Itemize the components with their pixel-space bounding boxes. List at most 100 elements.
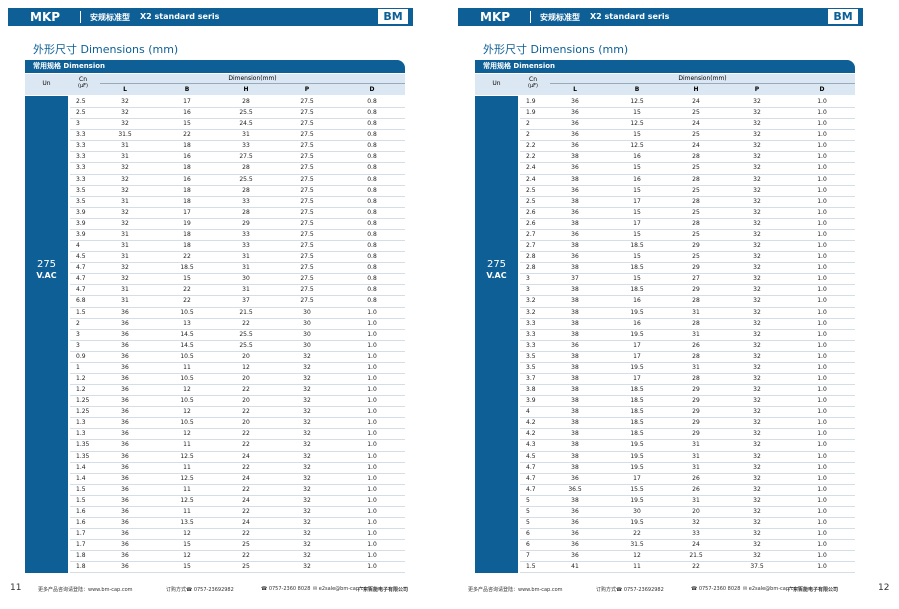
row-line <box>520 428 855 430</box>
cell: 19.5 <box>630 519 644 527</box>
row-line <box>70 228 405 230</box>
cell: 1.0 <box>817 519 827 527</box>
section-title: 常用规格 Dimension <box>33 62 106 70</box>
cell: 31.5 <box>630 541 644 549</box>
cell: 36 <box>121 519 129 527</box>
row-line <box>520 572 855 574</box>
footer-order: 订购方式☎ 0757-23692982 <box>166 587 234 593</box>
cell: 1 <box>76 363 80 371</box>
row-line <box>520 328 855 330</box>
cell: 32 <box>303 530 311 538</box>
cell: 11 <box>183 463 191 471</box>
row-line <box>520 461 855 463</box>
cell: 33 <box>242 142 250 150</box>
cell: 17 <box>633 197 641 205</box>
cell: 22 <box>183 297 191 305</box>
cell: 6 <box>526 530 530 538</box>
row-line <box>70 472 405 474</box>
cell: 26 <box>692 485 700 493</box>
cell: 25 <box>692 230 700 238</box>
cell: 32 <box>121 264 129 272</box>
cell: 1.7 <box>76 530 86 538</box>
column-header: H <box>693 86 699 93</box>
cell: 32 <box>753 441 761 449</box>
cell: 17 <box>183 98 191 105</box>
cell: 27.5 <box>300 286 314 294</box>
cell: 18 <box>183 142 191 150</box>
cell: 32 <box>303 463 311 471</box>
cell: 36 <box>571 142 579 150</box>
cell: 31 <box>692 308 700 316</box>
cell: 36 <box>121 397 129 405</box>
cell: 31 <box>121 153 129 161</box>
cell: 38 <box>571 175 579 183</box>
series: 安规标准型 <box>540 13 580 22</box>
cell: 4.2 <box>526 419 536 427</box>
cell: 6 <box>526 541 530 549</box>
cell: 3.9 <box>76 230 86 238</box>
cell: 32 <box>121 175 129 183</box>
cell: 1.0 <box>367 563 377 571</box>
cn-unit: (μF) <box>78 83 88 89</box>
cell: 32 <box>121 98 129 105</box>
cell: 0.8 <box>367 208 377 216</box>
column-header: B <box>184 86 190 93</box>
section-title: 常用规格 Dimension <box>483 62 556 70</box>
un-value: 275 <box>486 259 507 270</box>
cell: 32 <box>121 109 129 117</box>
cell: 4.2 <box>526 430 536 438</box>
cell: 32 <box>303 363 311 371</box>
cell: 15 <box>633 164 641 172</box>
cell: 11 <box>183 485 191 493</box>
row-line <box>70 505 405 507</box>
cell: 17 <box>633 219 641 227</box>
cell: 36 <box>571 98 579 105</box>
cell: 31 <box>121 286 129 294</box>
cell: 18.5 <box>630 419 644 427</box>
cell: 1.0 <box>817 242 827 250</box>
cell: 15 <box>633 109 641 117</box>
cell: 1.0 <box>817 253 827 261</box>
divider <box>80 11 81 23</box>
cell: 25 <box>692 131 700 139</box>
row-line <box>70 306 405 308</box>
cell: 33 <box>242 197 250 205</box>
footer-company: 广东百能电子有限公司 <box>358 587 409 593</box>
cell: 2.8 <box>526 253 536 261</box>
cell: 3 <box>76 341 80 349</box>
cell: 2.2 <box>526 153 536 161</box>
row-line <box>520 373 855 374</box>
brand: MKP <box>30 10 61 24</box>
cell: 18 <box>183 197 191 205</box>
cell: 28 <box>242 98 250 105</box>
cell: 0.8 <box>367 297 377 305</box>
cell: 32 <box>753 131 761 139</box>
cell: 32 <box>753 507 761 515</box>
header-bar <box>458 8 863 26</box>
cell: 1.0 <box>367 330 377 338</box>
cell: 38 <box>571 375 579 382</box>
cell: 32 <box>753 242 761 250</box>
cell: 25.5 <box>239 330 253 338</box>
cell: 32 <box>753 308 761 316</box>
cn-header: Cn <box>529 76 537 83</box>
cell: 38 <box>571 197 579 205</box>
cell: 17 <box>633 474 641 482</box>
cell: 0.8 <box>367 109 377 117</box>
cell: 24 <box>692 142 700 150</box>
cell: 2.2 <box>526 142 536 150</box>
row-line <box>520 284 855 286</box>
page-number: 12 <box>878 583 890 593</box>
row-line <box>70 428 405 430</box>
cell: 1.0 <box>817 552 827 560</box>
cell: 4.7 <box>76 275 86 283</box>
cell: 16 <box>633 175 641 183</box>
cell: 17 <box>633 352 641 360</box>
cell: 27.5 <box>300 98 314 105</box>
row-line <box>520 228 855 230</box>
cell: 30 <box>303 319 311 327</box>
cell: 1.0 <box>817 541 827 549</box>
cell: 32 <box>121 208 129 216</box>
cell: 27.5 <box>300 186 314 194</box>
cell: 32 <box>303 474 311 482</box>
